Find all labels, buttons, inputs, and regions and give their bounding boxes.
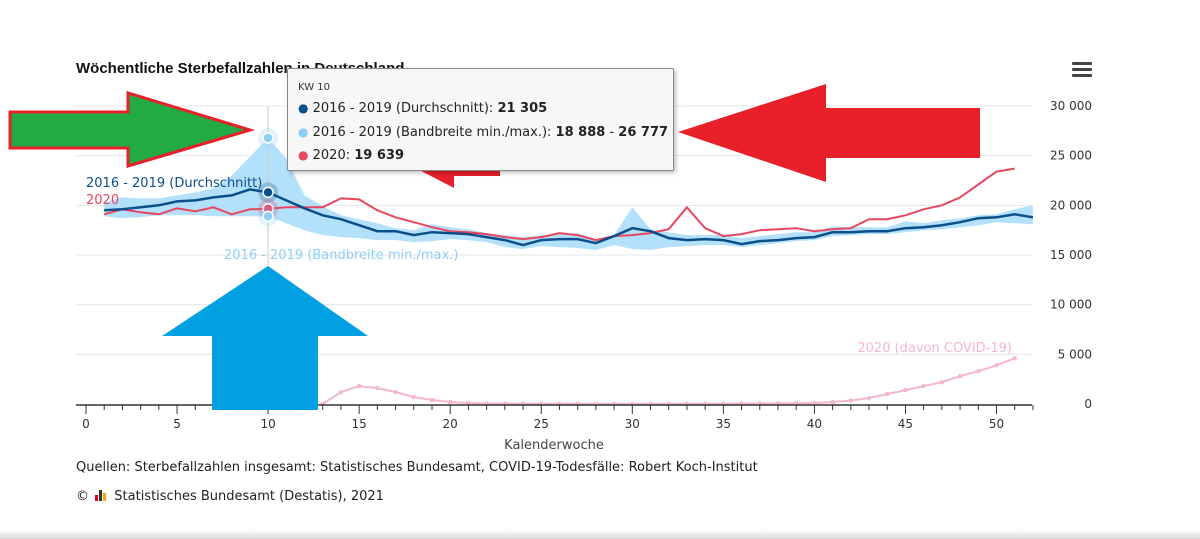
series-label-covid: 2020 (davon COVID-19) — [857, 341, 1012, 356]
red-arrow-left-large — [678, 84, 980, 182]
page-bottom-edge — [0, 530, 1200, 539]
tooltip: KW 10 ● 2016 - 2019 (Durchschnitt): 21 3… — [287, 68, 674, 171]
x-tick-label: 45 — [898, 417, 913, 431]
tooltip-row-avg: ● 2016 - 2019 (Durchschnitt): 21 305 — [298, 101, 547, 116]
band-area — [104, 138, 1033, 250]
tooltip-label: 2016 - 2019 (Bandbreite min./max.): — [312, 125, 556, 140]
tooltip-row-2020: ● 2020: 19 639 — [298, 148, 404, 163]
series-dot-icon: ● — [298, 101, 309, 115]
covid-point — [830, 399, 835, 405]
covid-point — [921, 383, 926, 389]
y-tick-label: 0 — [1084, 397, 1092, 411]
x-tick-label: 0 — [82, 417, 90, 431]
covid-point — [976, 369, 981, 374]
covid-point — [957, 373, 963, 379]
covid-point — [338, 389, 344, 395]
band-min-max-area — [104, 138, 1033, 250]
covid-point — [393, 389, 398, 395]
axes: 0 5 000 10 000 15 000 20 000 25 000 30 000 0 5 10… — [76, 99, 1092, 453]
covid-series — [320, 356, 1017, 407]
copyright-symbol: © — [76, 489, 89, 504]
x-tick-label: 15 — [352, 417, 367, 431]
tooltip-value: 26 777 — [618, 125, 669, 140]
x-tick-label: 25 — [534, 417, 549, 431]
covid-point — [375, 385, 380, 391]
covid-point — [903, 387, 908, 393]
highlight-point — [262, 132, 274, 144]
covid-point — [812, 400, 817, 406]
series-label-y2020: 2020 — [86, 193, 119, 208]
y-tick-label: 10 000 — [1050, 298, 1092, 312]
covid-line — [322, 357, 1016, 405]
x-tick-label: 10 — [260, 417, 275, 431]
highlight-markers — [258, 106, 279, 404]
tooltip-header: KW 10 — [298, 82, 330, 93]
tooltip-label: 2016 - 2019 (Durchschnitt): — [312, 101, 498, 116]
covid-point — [448, 399, 453, 405]
x-tick-label: 50 — [989, 417, 1004, 431]
line-2020 — [103, 167, 1015, 242]
covid-point — [411, 394, 416, 400]
x-tick-label: 30 — [625, 417, 640, 431]
covid-point — [866, 395, 872, 401]
x-tick-label: 40 — [807, 417, 822, 431]
covid-point — [939, 379, 945, 385]
tooltip-label: 2020: — [312, 148, 355, 163]
y-tick-label: 5 000 — [1058, 347, 1092, 361]
series-dot-icon: ● — [298, 125, 309, 139]
x-tick-label: 5 — [173, 417, 181, 431]
series-labels: 2016 - 2019 (Durchschnitt) 2020 2016 - 201… — [86, 176, 1012, 356]
line-average — [104, 188, 1034, 247]
covid-point — [1012, 356, 1017, 361]
source-note: Quellen: Sterbefallzahlen insgesamt: Sta… — [76, 460, 758, 475]
copyright-line: © Statistisches Bundesamt (Destatis), 20… — [76, 489, 384, 504]
covid-point — [848, 398, 854, 403]
y-tick-label: 20 000 — [1050, 198, 1092, 212]
x-axis-title: Kalenderwoche — [504, 438, 604, 453]
covid-point — [994, 363, 999, 368]
covid-point — [885, 391, 890, 397]
tooltip-value: 19 639 — [354, 148, 404, 163]
covid-point — [356, 383, 362, 389]
covid-point — [466, 400, 471, 406]
destatis-logo-icon — [95, 490, 107, 501]
tooltip-row-band: ● 2016 - 2019 (Bandbreite min./max.): 18… — [298, 125, 668, 140]
copyright-text: Statistisches Bundesamt (Destatis), 2021 — [114, 489, 384, 504]
tooltip-value: 18 888 — [555, 125, 606, 140]
series-label-avg: 2016 - 2019 (Durchschnitt) — [86, 176, 262, 191]
highlight-point — [262, 210, 274, 223]
hamburger-menu-icon[interactable] — [1072, 62, 1092, 78]
green-arrow-right — [8, 90, 256, 169]
x-tick-label: 20 — [443, 417, 458, 431]
y-tick-label: 30 000 — [1050, 99, 1092, 113]
x-tick-label: 35 — [716, 417, 731, 431]
line-series — [103, 167, 1034, 247]
tooltip-separator: - — [605, 125, 619, 140]
y-tick-label: 25 000 — [1050, 149, 1092, 163]
series-label-band: 2016 - 2019 (Bandbreite min./max.) — [224, 248, 458, 263]
highlight-point — [262, 186, 274, 199]
y-tick-label: 15 000 — [1050, 248, 1092, 262]
tooltip-value: 21 305 — [497, 101, 548, 116]
covid-point — [429, 397, 435, 403]
series-dot-icon: ● — [298, 148, 309, 162]
blue-arrow-up — [162, 266, 368, 410]
